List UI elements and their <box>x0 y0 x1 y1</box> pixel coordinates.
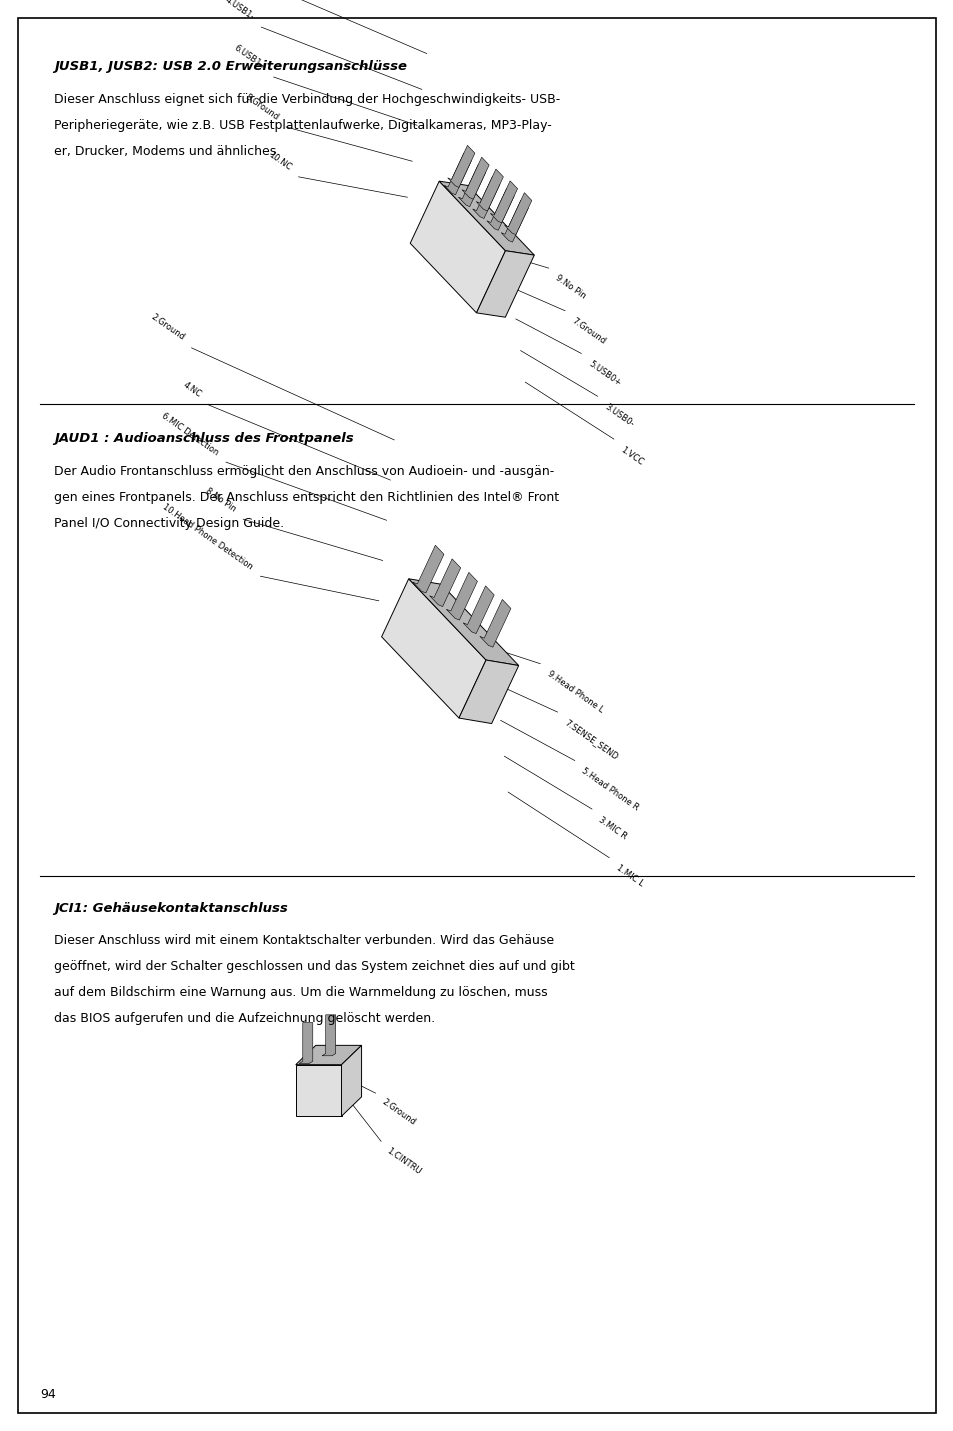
Text: 9.No Pin: 9.No Pin <box>554 273 587 301</box>
Text: 1.CINTRU: 1.CINTRU <box>384 1146 422 1176</box>
Polygon shape <box>299 1023 313 1063</box>
Polygon shape <box>413 545 443 592</box>
Text: Der Audio Frontanschluss ermöglicht den Anschluss von Audioein- und -ausgän-: Der Audio Frontanschluss ermöglicht den … <box>54 465 554 478</box>
Polygon shape <box>408 578 518 665</box>
Text: 1.MIC L: 1.MIC L <box>614 863 644 889</box>
Polygon shape <box>295 1045 361 1065</box>
Text: 6.MIC Detection: 6.MIC Detection <box>160 411 220 456</box>
Text: Panel I/O Connectivity Design Guide.: Panel I/O Connectivity Design Guide. <box>54 517 284 529</box>
Polygon shape <box>504 193 531 235</box>
Polygon shape <box>476 250 534 318</box>
Polygon shape <box>472 176 499 219</box>
Text: auf dem Bildschirm eine Warnung aus. Um die Warnmeldung zu löschen, muss: auf dem Bildschirm eine Warnung aus. Um … <box>54 986 547 999</box>
Text: Dieser Anschluss eignet sich für die Verbindung der Hochgeschwindigkeits- USB-: Dieser Anschluss eignet sich für die Ver… <box>54 93 560 106</box>
Polygon shape <box>381 578 485 718</box>
Text: 94: 94 <box>40 1388 55 1401</box>
Polygon shape <box>500 200 528 242</box>
Polygon shape <box>322 1015 335 1056</box>
Text: Dieser Anschluss wird mit einem Kontaktschalter verbunden. Wird das Gehäuse: Dieser Anschluss wird mit einem Kontakts… <box>54 934 554 947</box>
Text: 9.Head Phone L: 9.Head Phone L <box>545 668 604 714</box>
Polygon shape <box>410 182 505 313</box>
Polygon shape <box>486 189 514 230</box>
Polygon shape <box>446 572 476 620</box>
Polygon shape <box>429 560 460 607</box>
Polygon shape <box>458 165 485 206</box>
Text: JCI1: Gehäusekontaktanschluss: JCI1: Gehäusekontaktanschluss <box>54 902 288 914</box>
Text: 4.NC: 4.NC <box>181 381 203 399</box>
Text: 7.Ground: 7.Ground <box>570 316 607 346</box>
Text: 4.USB1-: 4.USB1- <box>223 0 255 21</box>
Text: das BIOS aufgerufen und die Aufzeichnung gelöscht werden.: das BIOS aufgerufen und die Aufzeichnung… <box>54 1012 436 1025</box>
Text: 10.NC: 10.NC <box>267 150 293 172</box>
Text: 3.USB0-: 3.USB0- <box>602 402 635 429</box>
Text: geöffnet, wird der Schalter geschlossen und das System zeichnet dies auf und gib: geöffnet, wird der Schalter geschlossen … <box>54 960 575 973</box>
Text: 5.Head Phone R: 5.Head Phone R <box>579 766 639 813</box>
Polygon shape <box>341 1045 361 1116</box>
Text: er, Drucker, Modems und ähnliches.: er, Drucker, Modems und ähnliches. <box>54 145 280 157</box>
Polygon shape <box>444 153 471 195</box>
Polygon shape <box>476 169 503 210</box>
Text: 2.Ground: 2.Ground <box>149 312 186 342</box>
Text: 1.VCC: 1.VCC <box>618 445 644 467</box>
Text: 6.USB1+: 6.USB1+ <box>232 43 268 72</box>
Text: gen eines Frontpanels. Der Anschluss entspricht den Richtlinien des Intel® Front: gen eines Frontpanels. Der Anschluss ent… <box>54 491 558 504</box>
Text: JAUD1 : Audioanschluss des Frontpanels: JAUD1 : Audioanschluss des Frontpanels <box>54 432 354 445</box>
Polygon shape <box>458 660 518 724</box>
Text: 2.Ground: 2.Ground <box>379 1098 416 1128</box>
Text: 10.Head Phone Detection: 10.Head Phone Detection <box>161 502 254 571</box>
Text: JUSB1, JUSB2: USB 2.0 Erweiterungsanschlüsse: JUSB1, JUSB2: USB 2.0 Erweiterungsanschl… <box>54 60 407 73</box>
Polygon shape <box>490 180 517 223</box>
Text: 3.MIC R: 3.MIC R <box>597 814 628 840</box>
Polygon shape <box>461 157 489 199</box>
Polygon shape <box>447 146 475 187</box>
Text: 5.USB0+: 5.USB0+ <box>586 359 621 388</box>
Polygon shape <box>295 1065 341 1116</box>
Polygon shape <box>462 585 494 634</box>
Text: Peripheriegeräte, wie z.B. USB Festplattenlaufwerke, Digitalkameras, MP3-Play-: Peripheriegeräte, wie z.B. USB Festplatt… <box>54 119 552 132</box>
Polygon shape <box>479 600 511 647</box>
Text: 8.No Pin: 8.No Pin <box>204 487 237 514</box>
Text: 7.SENSE_SEND: 7.SENSE_SEND <box>562 717 619 761</box>
Text: 8.Ground: 8.Ground <box>243 92 280 122</box>
Polygon shape <box>438 182 534 255</box>
